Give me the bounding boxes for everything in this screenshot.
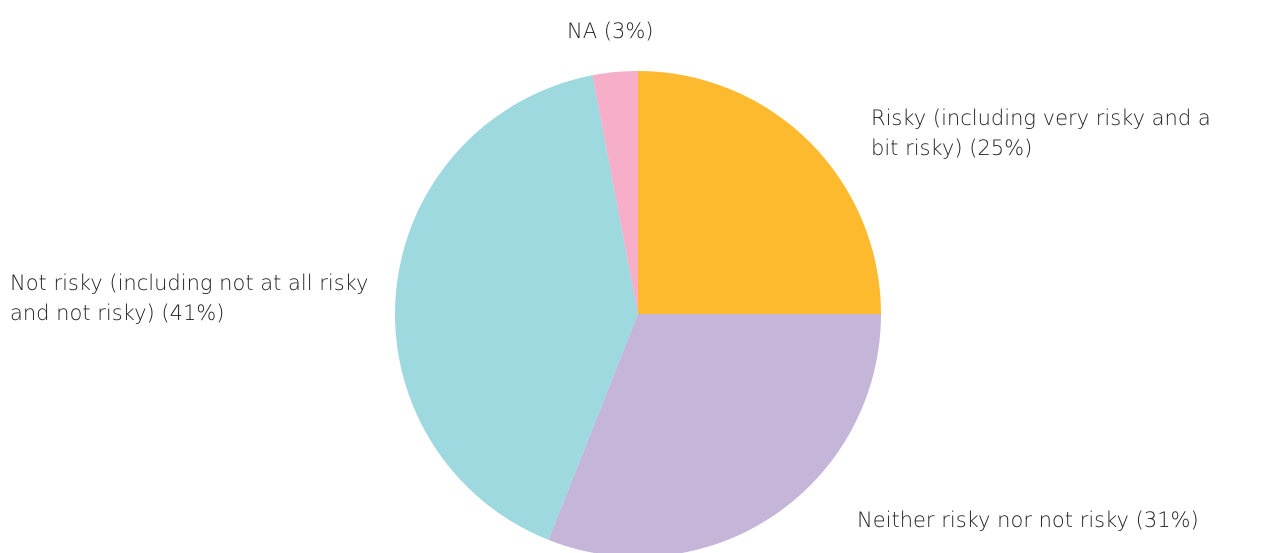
category-label: NA (567, 19, 598, 43)
slice (548, 314, 881, 553)
slice-label: NA (3%) (567, 16, 767, 46)
slice-label: Not risky (including not at all risky an… (10, 268, 375, 328)
slice (395, 75, 638, 540)
slice-label: Risky (including very risky and a bit ri… (871, 103, 1211, 163)
category-label: Not risky (including not at all risky an… (10, 271, 369, 325)
category-label: Neither risky nor not risky (857, 508, 1129, 532)
slice (592, 71, 638, 314)
value-label: (25%) (969, 136, 1033, 160)
value-label: (3%) (603, 19, 654, 43)
value-label: (41%) (161, 301, 225, 325)
slice-label: Neither risky nor not risky (31%) (857, 505, 1257, 535)
category-label: Risky (including very risky and a bit ri… (871, 106, 1211, 160)
slice (638, 71, 881, 314)
value-label: (31%) (1135, 508, 1199, 532)
